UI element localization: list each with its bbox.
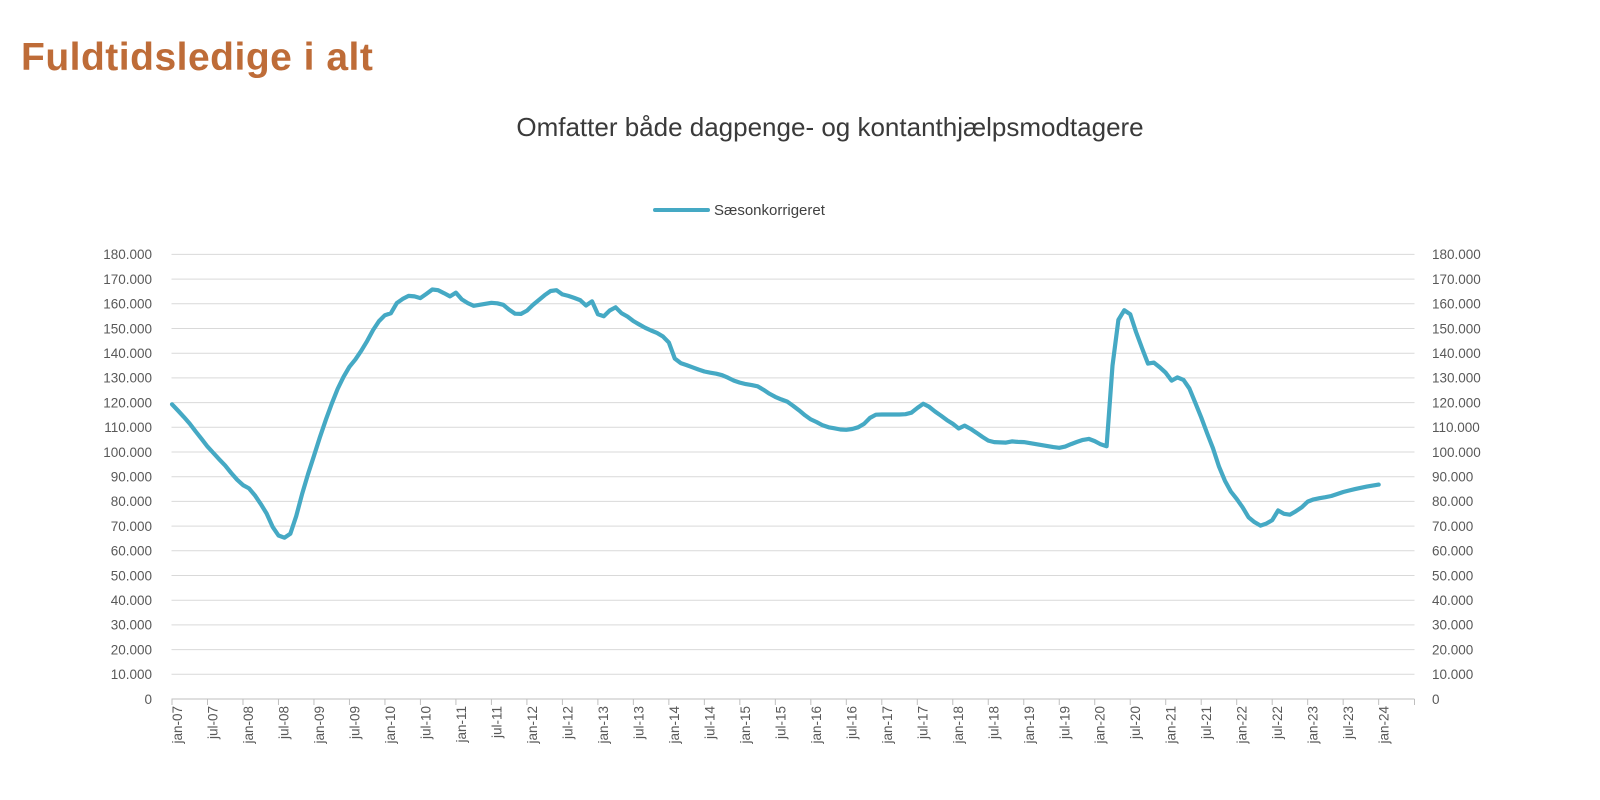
x-axis-label: jan-19 [1022, 706, 1037, 745]
x-axis-label: jul-17 [915, 706, 930, 740]
x-axis-label: jul-12 [560, 706, 575, 740]
x-axis-label: jan-12 [525, 706, 540, 745]
y-axis-label-right: 10.000 [1432, 667, 1473, 682]
x-axis-label: jul-07 [205, 706, 220, 740]
x-axis-label: jan-17 [880, 706, 895, 745]
y-axis-label-right: 40.000 [1432, 593, 1473, 608]
y-axis-label-right: 150.000 [1432, 321, 1481, 336]
x-axis-label: jul-10 [418, 706, 433, 740]
x-axis-label: jul-14 [702, 706, 717, 741]
x-axis-label: jan-24 [1377, 706, 1392, 745]
y-axis-label-left: 120.000 [103, 395, 152, 410]
x-axis-label: jul-15 [773, 706, 788, 740]
y-axis-label-right: 90.000 [1432, 470, 1473, 485]
y-axis-label-left: 100.000 [103, 445, 152, 460]
y-axis-label-left: 30.000 [111, 618, 152, 633]
y-axis-label-right: 70.000 [1432, 519, 1473, 534]
y-axis-label-left: 110.000 [104, 420, 152, 435]
x-axis-label: jan-16 [809, 706, 824, 745]
y-axis-label-left: 0 [144, 692, 152, 707]
x-axis-label: jan-10 [383, 706, 398, 745]
x-axis-label: jan-21 [1164, 706, 1179, 745]
y-axis-label-left: 90.000 [111, 470, 152, 485]
y-axis-label-left: 80.000 [111, 494, 152, 509]
y-axis-label-left: 160.000 [103, 297, 152, 312]
x-axis-label: jan-14 [667, 706, 682, 745]
y-axis-label-right: 100.000 [1432, 445, 1481, 460]
y-axis-label-right: 130.000 [1432, 371, 1481, 386]
x-axis-label: jul-16 [844, 706, 859, 740]
y-axis-label-right: 0 [1432, 692, 1440, 707]
y-axis-label-right: 110.000 [1432, 420, 1480, 435]
x-axis-label: jul-18 [986, 706, 1001, 740]
x-axis-label: jan-15 [738, 706, 753, 745]
y-axis-label-right: 180.000 [1432, 247, 1481, 262]
chart-subtitle: Omfatter både dagpenge- og kontanthjælps… [516, 112, 1144, 142]
x-axis-label: jul-20 [1128, 706, 1143, 740]
x-axis-label: jan-09 [312, 706, 327, 745]
page-title: Fuldtidsledige i alt [21, 36, 374, 79]
x-axis-label: jul-13 [631, 706, 646, 740]
y-axis-label-left: 50.000 [111, 568, 152, 583]
x-axis-label: jul-11 [489, 706, 504, 739]
x-axis-label: jan-22 [1235, 706, 1250, 745]
y-axis-label-left: 130.000 [103, 371, 152, 386]
y-axis-label-left: 140.000 [103, 346, 152, 361]
x-axis-label: jan-23 [1306, 706, 1321, 745]
y-axis-label-left: 10.000 [111, 667, 152, 682]
x-axis-label: jan-13 [596, 706, 611, 745]
x-axis-label: jul-22 [1270, 706, 1285, 740]
y-axis-label-left: 170.000 [103, 272, 152, 287]
y-axis-label-left: 60.000 [111, 544, 152, 559]
x-axis-label: jan-08 [241, 706, 256, 745]
y-axis-label-right: 30.000 [1432, 618, 1473, 633]
y-axis-label-right: 160.000 [1432, 297, 1481, 312]
y-axis-label-right: 120.000 [1432, 395, 1481, 410]
y-axis-label-right: 20.000 [1432, 642, 1473, 657]
x-axis-label: jul-21 [1199, 706, 1214, 740]
y-axis-label-right: 140.000 [1432, 346, 1481, 361]
x-axis-label: jan-20 [1093, 706, 1108, 745]
y-axis-label-left: 70.000 [111, 519, 152, 534]
y-axis-label-right: 170.000 [1432, 272, 1481, 287]
x-axis-label: jul-19 [1057, 706, 1072, 740]
x-axis-label: jan-11 [454, 706, 469, 744]
y-axis-label-left: 150.000 [103, 321, 152, 336]
x-axis-label: jul-09 [347, 706, 362, 740]
y-axis-label-right: 60.000 [1432, 544, 1473, 559]
x-axis-label: jul-23 [1341, 706, 1356, 740]
y-axis-label-left: 20.000 [111, 642, 152, 657]
chart-legend: Sæsonkorrigeret [653, 200, 825, 220]
legend-line-icon [653, 207, 710, 213]
x-axis-label: jan-18 [951, 706, 966, 745]
x-axis-label: jul-08 [276, 706, 291, 740]
y-axis-label-right: 80.000 [1432, 494, 1473, 509]
y-axis-label-left: 180.000 [103, 247, 152, 262]
y-axis-label-right: 50.000 [1432, 568, 1473, 583]
legend-label: Sæsonkorrigeret [714, 201, 825, 219]
series-line-saesonkorrigeret [169, 287, 1381, 540]
y-axis-label-left: 40.000 [111, 593, 152, 608]
x-axis-label: jan-07 [170, 706, 185, 745]
